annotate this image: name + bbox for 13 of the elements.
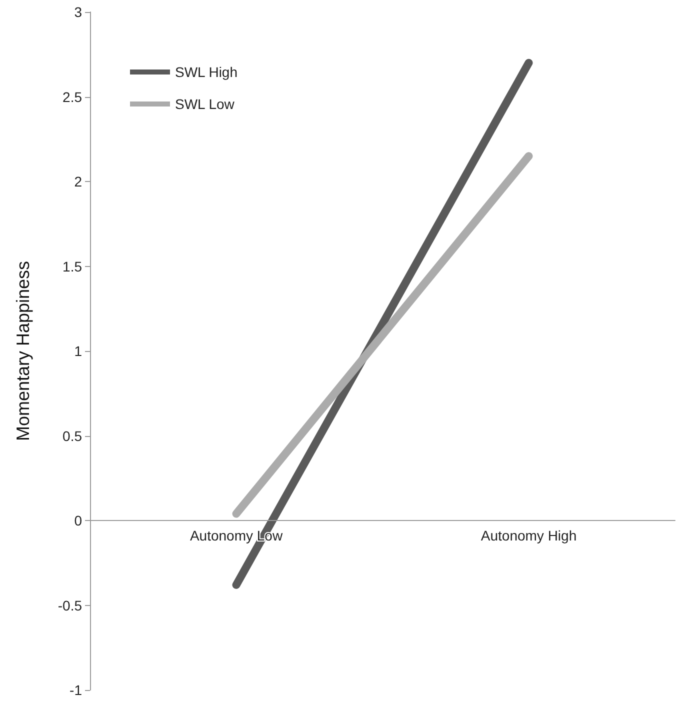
y-tick-label: 3 <box>74 4 82 20</box>
y-tick-label: 0 <box>74 512 82 528</box>
legend-label: SWL High <box>175 64 238 80</box>
y-tick-label: 2 <box>74 174 82 190</box>
y-tick-label: 2.5 <box>62 88 82 105</box>
y-tick-label: 0.5 <box>62 428 82 444</box>
y-tick-label: -1 <box>70 682 82 698</box>
x-tick-label: Autonomy High <box>480 528 577 544</box>
y-axis-title: Momentary Happiness <box>13 260 33 442</box>
y-tick-label: 1.5 <box>62 258 82 274</box>
legend-label: SWL Low <box>175 96 236 112</box>
y-tick-label: -0.5 <box>58 597 82 614</box>
y-tick-label: 1 <box>74 343 82 359</box>
